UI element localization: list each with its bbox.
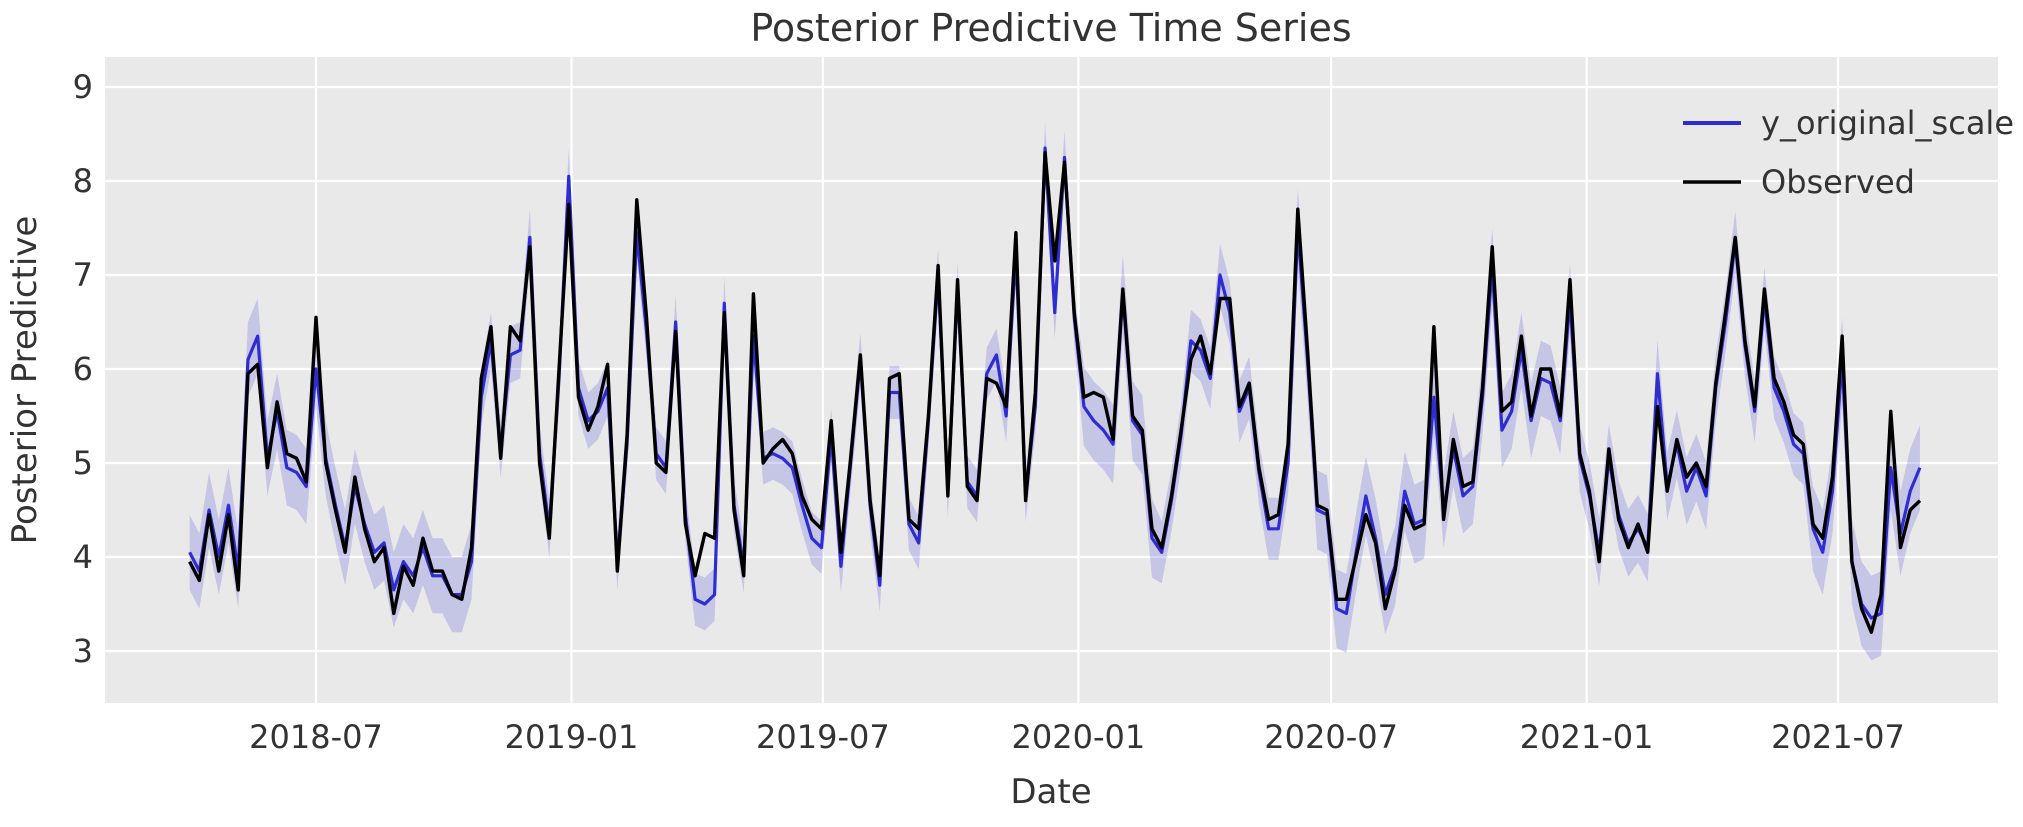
chart-title: Posterior Predictive Time Series [750, 6, 1351, 50]
series-lines [188, 146, 1922, 634]
y-tick-label: 9 [73, 68, 93, 106]
plot-area [105, 57, 1998, 703]
x-tick-label: 2019-07 [756, 718, 890, 756]
legend-label-observed: Observed [1761, 163, 1915, 201]
legend: y_original_scale Observed [1683, 104, 2014, 201]
y-tick-label: 5 [73, 444, 93, 482]
x-tick-label: 2020-07 [1264, 718, 1398, 756]
x-tick-label: 2021-07 [1771, 718, 1905, 756]
y-tick-label: 3 [73, 632, 93, 670]
x-tick-label: 2020-01 [1012, 718, 1146, 756]
x-axis-label: Date [1010, 772, 1091, 812]
series-line-observed [188, 151, 1922, 634]
x-tick-label: 2019-01 [505, 718, 639, 756]
x-tick-label: 2021-01 [1520, 718, 1654, 756]
x-tick-labels: 2018-07 2019-01 2019-07 2020-01 2020-07 2021-… [249, 718, 1905, 756]
y-axis-label: Posterior Predictive [5, 216, 45, 545]
grid [105, 57, 1998, 703]
y-tick-labels: 3 4 5 6 7 8 9 [73, 68, 93, 670]
y-tick-label: 8 [73, 162, 93, 200]
y-tick-label: 4 [73, 538, 93, 576]
y-tick-label: 7 [73, 256, 93, 294]
legend-label-y-original-scale: y_original_scale [1761, 104, 2014, 142]
x-tick-label: 2018-07 [249, 718, 383, 756]
y-tick-label: 6 [73, 350, 93, 388]
